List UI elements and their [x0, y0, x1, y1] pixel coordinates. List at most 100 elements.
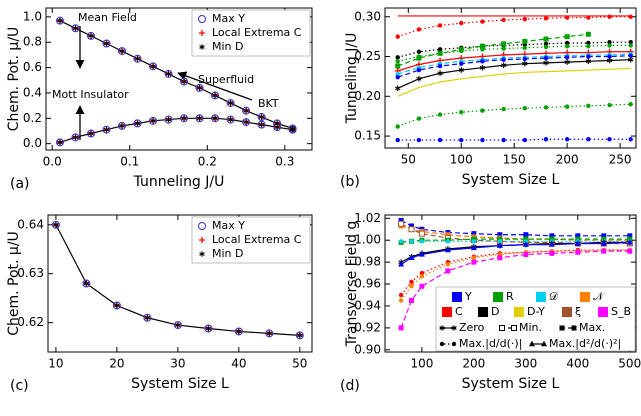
- marker: [501, 41, 507, 47]
- legend-label: Max.: [579, 321, 605, 334]
- marker: [165, 71, 172, 77]
- marker: [628, 137, 633, 142]
- marker: [523, 239, 529, 244]
- marker: [409, 223, 415, 229]
- marker: [437, 70, 443, 77]
- marker: [118, 121, 126, 130]
- marker: [257, 120, 266, 129]
- panel-label: (d): [340, 378, 360, 394]
- y-tick-label: 0.4: [23, 85, 42, 99]
- marker: [627, 233, 633, 239]
- marker: [543, 55, 549, 61]
- marker: [395, 137, 400, 143]
- marker: [88, 130, 94, 137]
- arrow: [177, 71, 253, 101]
- series-line: [397, 138, 631, 141]
- marker: [72, 25, 79, 32]
- marker: [102, 125, 111, 134]
- x-tick-label: 250: [609, 153, 632, 167]
- x-tick-label: 200: [462, 357, 485, 371]
- marker: [409, 279, 414, 285]
- marker: [416, 54, 422, 59]
- marker: [398, 325, 404, 331]
- x-tick-label: 150: [503, 153, 526, 167]
- legend-box: [191, 216, 311, 264]
- marker: [548, 241, 555, 247]
- legend-swatch: [478, 307, 488, 317]
- marker: [395, 75, 400, 80]
- marker: [459, 137, 464, 143]
- plot-frame: [384, 7, 637, 149]
- marker: [437, 137, 443, 143]
- marker: [144, 314, 151, 321]
- marker: [458, 67, 464, 73]
- marker: [226, 115, 235, 124]
- y-tick-label: 0.15: [354, 129, 381, 143]
- marker: [398, 217, 404, 223]
- panel-label: (a): [10, 176, 30, 192]
- marker: [395, 71, 400, 77]
- marker: [543, 36, 549, 42]
- x-tick-label: 200: [556, 153, 579, 167]
- marker: [181, 78, 187, 85]
- marker: [543, 16, 549, 21]
- marker: [416, 137, 422, 143]
- marker: [607, 54, 612, 59]
- marker: [408, 254, 415, 260]
- y-axis-label: Chem. Pot. μ/U: [6, 27, 22, 132]
- marker: [501, 46, 506, 51]
- marker: [496, 242, 503, 248]
- marker: [522, 16, 527, 22]
- x-tick-label: 50: [401, 153, 416, 167]
- marker: [258, 121, 265, 128]
- marker: [88, 33, 94, 39]
- series-line: [397, 55, 631, 78]
- marker: [606, 57, 613, 64]
- y-tick-label: 0.20: [354, 89, 381, 103]
- marker: [180, 77, 189, 86]
- legend-label: Min.: [519, 321, 542, 334]
- marker: [83, 280, 90, 287]
- y-tick-label: 1.0: [23, 9, 42, 23]
- y-tick-label: 1.02: [354, 211, 381, 225]
- y-tick-label: 0.6: [23, 60, 42, 74]
- x-tick-label: 20: [109, 357, 124, 371]
- marker: [559, 325, 565, 331]
- plot-frame: [45, 7, 313, 151]
- marker: [564, 55, 570, 60]
- marker: [480, 137, 485, 143]
- marker: [523, 232, 529, 238]
- y-tick-label: 0.8: [23, 35, 42, 49]
- marker: [549, 250, 555, 256]
- series-line: [397, 41, 631, 58]
- marker: [236, 328, 242, 335]
- marker: [501, 17, 506, 23]
- x-axis-label: System Size L: [462, 172, 560, 188]
- marker: [437, 47, 443, 52]
- marker: [451, 341, 457, 347]
- marker: [181, 115, 187, 122]
- marker: [419, 270, 425, 276]
- y-tick-label: 0.62: [17, 315, 44, 329]
- series-line: [397, 53, 631, 75]
- marker: [164, 115, 173, 124]
- marker: [471, 255, 477, 260]
- y-tick-label: 0.0: [23, 136, 42, 150]
- x-tick-label: 0.2: [198, 155, 217, 169]
- y-axis-label: Chem. Pot. μ/U: [6, 231, 22, 336]
- marker: [409, 239, 414, 244]
- marker: [586, 54, 591, 59]
- legend-label: 𝒟: [549, 290, 558, 303]
- marker: [543, 137, 549, 142]
- marker: [522, 241, 529, 247]
- legend-label: Min D: [212, 40, 244, 53]
- legend-swatch: [536, 292, 546, 302]
- y-tick-label: 0.25: [354, 49, 381, 63]
- legend-label: R: [506, 290, 514, 303]
- marker: [199, 251, 205, 257]
- marker: [409, 284, 414, 289]
- marker: [445, 239, 451, 244]
- annotation: Mott Insulator: [52, 88, 129, 101]
- marker: [57, 139, 63, 146]
